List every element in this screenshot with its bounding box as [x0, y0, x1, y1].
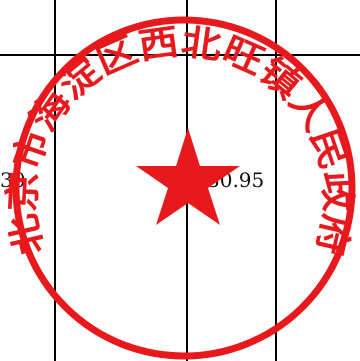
table-cell-value: 30: [0, 168, 26, 192]
seal-outer-ring: [12, 16, 356, 360]
table-cell-value: 30.95: [207, 168, 265, 192]
table-vertical-rule: [54, 0, 56, 361]
table-vertical-rule: [275, 0, 277, 361]
table-vertical-rule: [186, 0, 188, 361]
